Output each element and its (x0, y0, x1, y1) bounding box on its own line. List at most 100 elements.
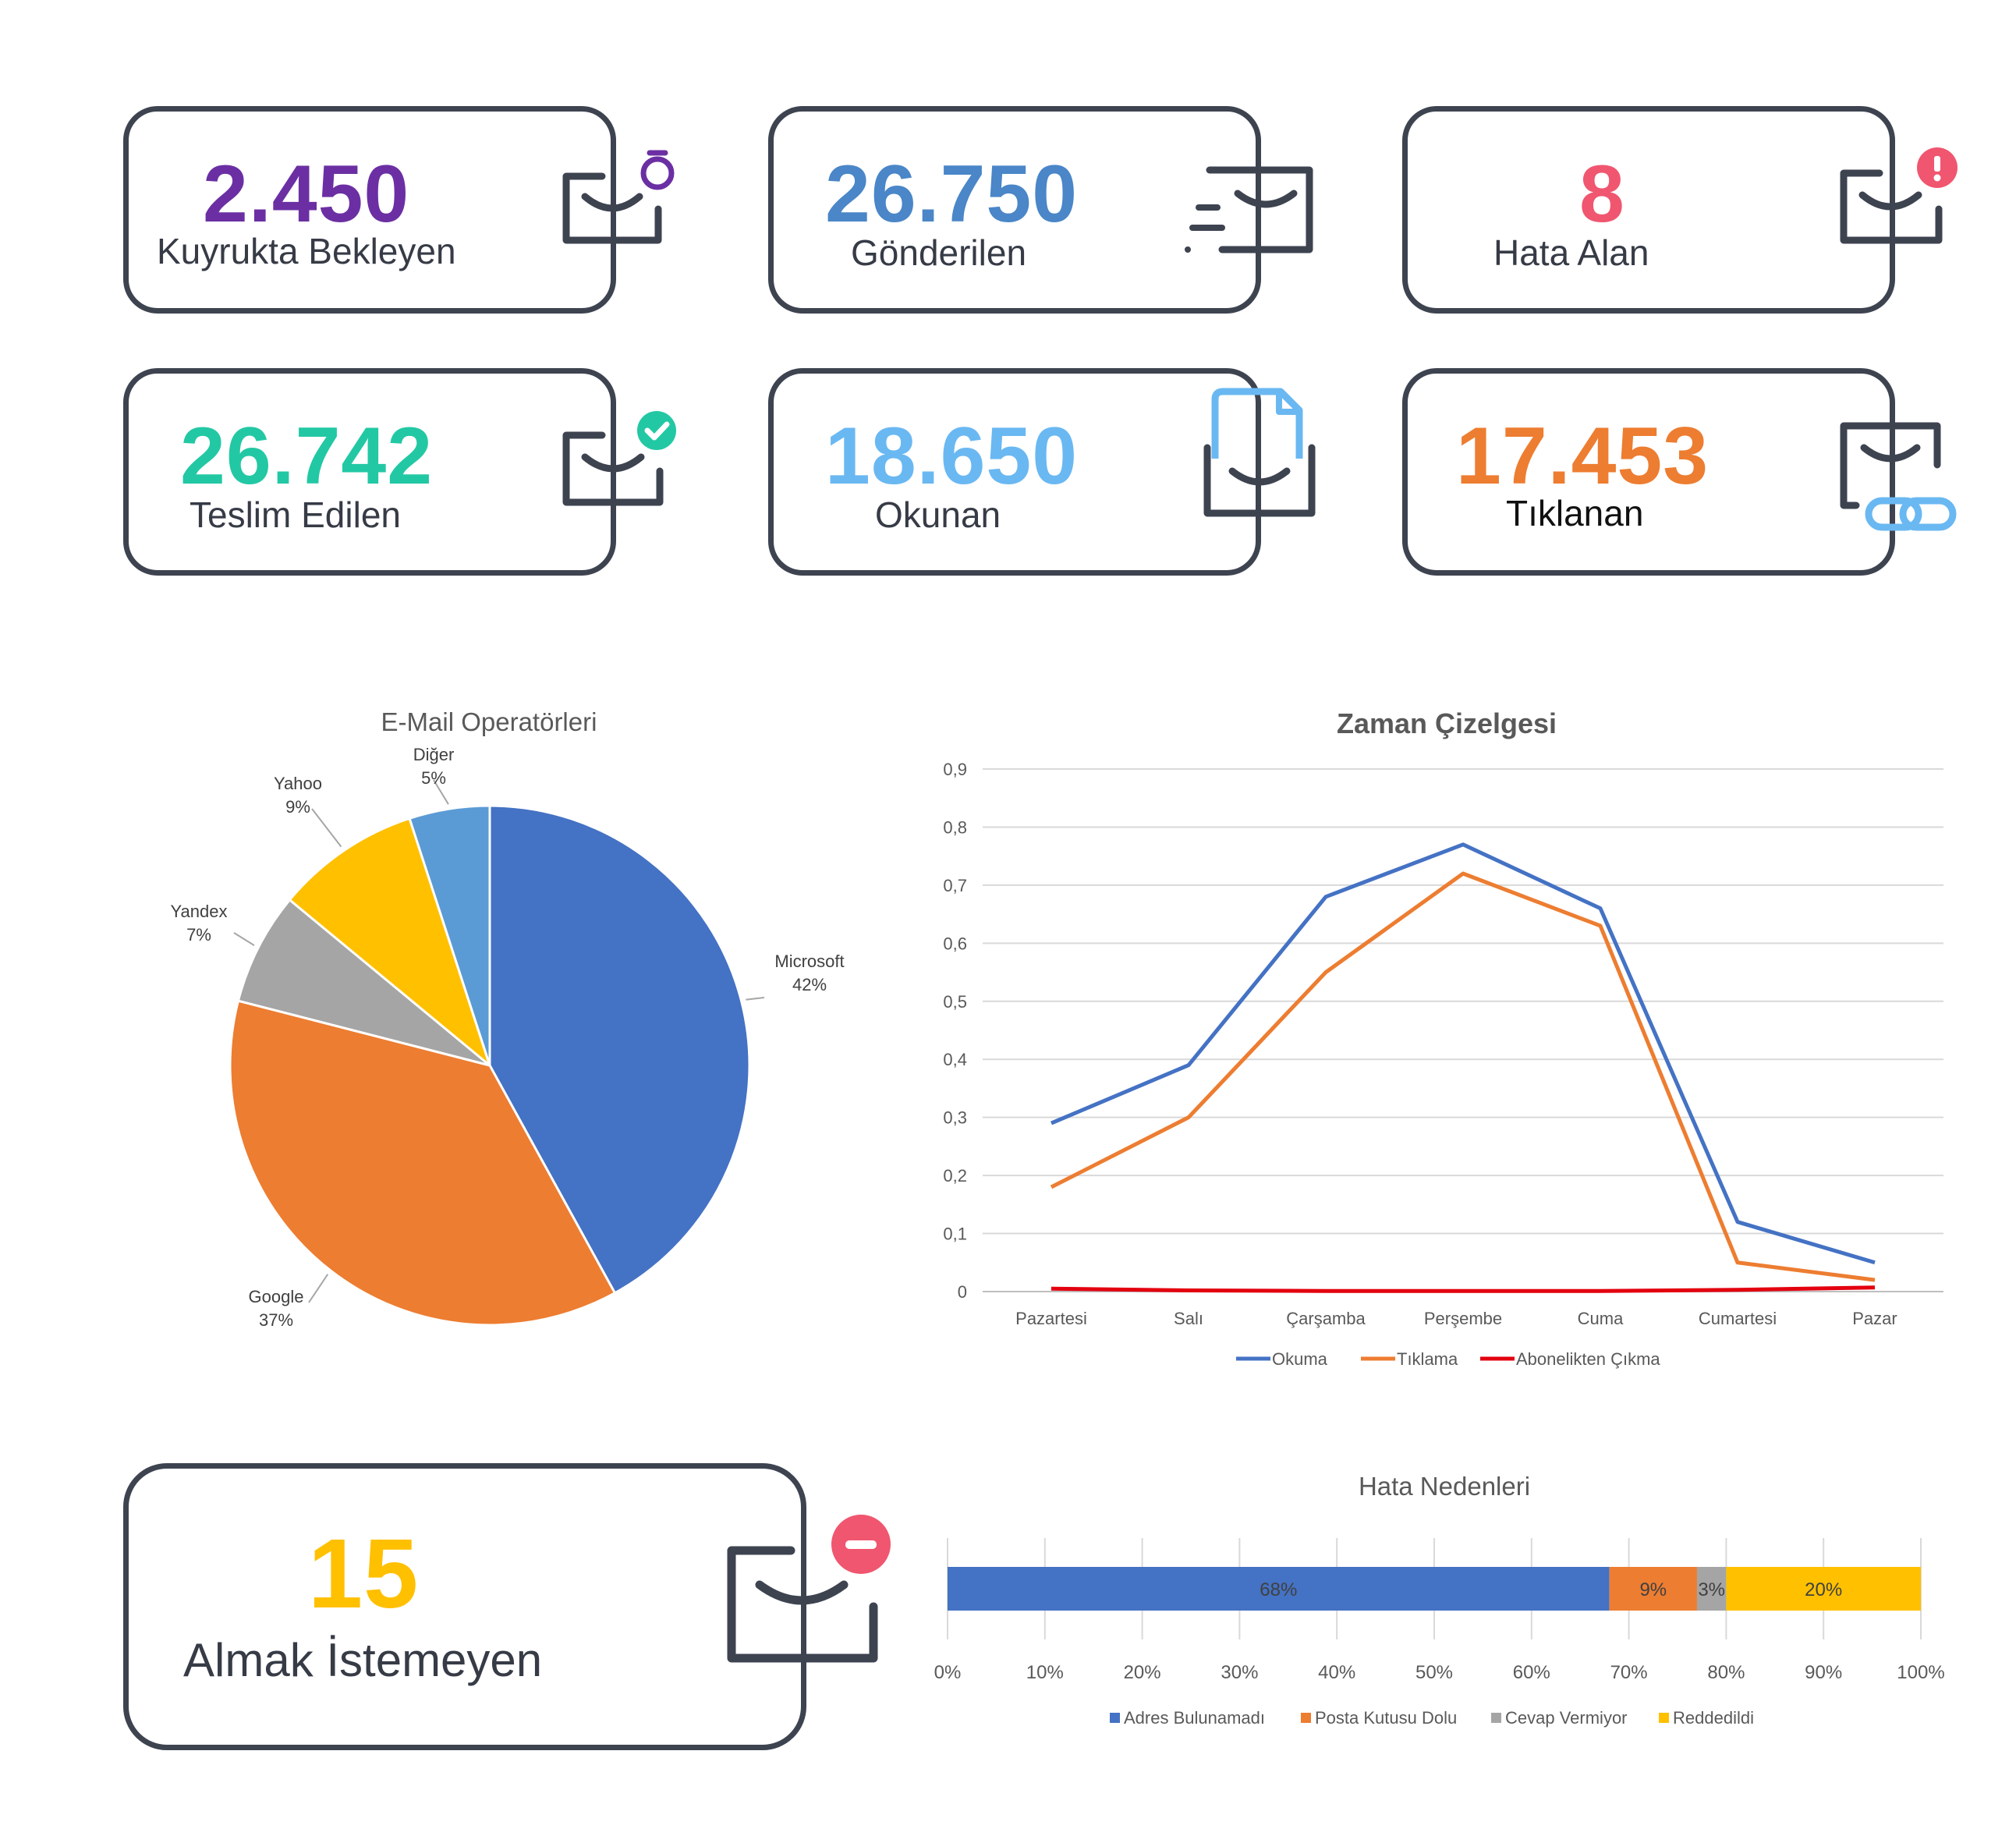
kpi-card-sent: 26.750 Gönderilen (768, 106, 1261, 314)
timeline-line-chart: Zaman Çizelgesi 0 0,1 0,2 0,3 0,4 0,5 0,6 0,7 0,… (943, 707, 1943, 1369)
pie-label: Yahoo (274, 774, 322, 793)
kpi-label: Tıklanan (1506, 493, 1644, 533)
kpi-label: Almak İstemeyen (183, 1634, 543, 1686)
pie-label: Diğer (413, 745, 455, 764)
kpi-value: 17.453 (1456, 411, 1710, 502)
pie-leader-line (433, 779, 449, 805)
x-tick-label: Çarşamba (1286, 1309, 1366, 1328)
pie-leader-line (746, 997, 765, 1001)
kpi-card-delivered: 26.742 Teslim Edilen (123, 368, 616, 576)
kpi-value: 8 (1579, 149, 1625, 239)
envelope-link-icon (1840, 422, 1957, 531)
legend-swatch (1110, 1713, 1120, 1723)
kpi-card-error: 8 Hata Alan (1402, 106, 1895, 314)
pie-slice-diğer (408, 804, 491, 1066)
pie-label: Yandex (171, 902, 228, 921)
x-tick-label: Cumartesi (1699, 1309, 1777, 1328)
legend-swatch (1659, 1713, 1669, 1723)
bar-segment-1 (1609, 1567, 1697, 1611)
y-tick-label: 0,9 (943, 760, 967, 779)
pie-value-label: 37% (259, 1310, 293, 1330)
kpi-label: Okunan (875, 494, 1001, 535)
series-line-2 (1051, 1285, 1876, 1293)
data-label: 3% (1698, 1579, 1725, 1600)
legend-label: Okuma (1272, 1349, 1328, 1369)
bar-segment-3 (1726, 1567, 1921, 1611)
bar-segment-0 (948, 1567, 1610, 1611)
data-label: 68% (1260, 1579, 1297, 1600)
x-tick-label: 40% (1318, 1662, 1355, 1683)
pie-slice-microsoft (488, 804, 751, 1295)
envelope-open-icon (1203, 388, 1316, 517)
envelope-error-icon (1840, 147, 1958, 244)
pie-leader-line (308, 1274, 329, 1303)
pie-leader-line (311, 808, 342, 848)
y-tick-label: 0,8 (943, 817, 967, 837)
x-tick-label: 50% (1415, 1662, 1453, 1683)
envelope-send-icon (1185, 166, 1313, 253)
kpi-value: 26.742 (180, 411, 434, 502)
x-tick-label: 0% (934, 1662, 962, 1683)
legend-swatch (1491, 1713, 1501, 1723)
legend-label: Reddedildi (1673, 1708, 1754, 1728)
legend-swatch (1301, 1713, 1311, 1723)
pie-slice-google (229, 999, 617, 1327)
y-tick-label: 0,2 (943, 1166, 967, 1186)
pie-label: Google (249, 1287, 304, 1306)
kpi-label: Gönderilen (851, 232, 1027, 273)
pie-value-label: 7% (186, 925, 211, 945)
y-tick-label: 0,1 (943, 1225, 967, 1244)
y-tick-label: 0 (958, 1282, 967, 1302)
pie-slice-yahoo (288, 817, 493, 1069)
series-line-1 (1050, 871, 1876, 1282)
x-tick-label: 80% (1707, 1662, 1745, 1683)
y-tick-label: 0,5 (943, 992, 967, 1012)
data-label: 9% (1639, 1579, 1667, 1600)
x-tick-label: 20% (1124, 1662, 1161, 1683)
legend-label: Abonelikten Çıkma (1516, 1349, 1660, 1369)
x-tick-label: Cuma (1578, 1309, 1624, 1328)
kpi-card-queued: 2.450 Kuyrukta Bekleyen (123, 106, 616, 314)
y-tick-label: 0,7 (943, 876, 967, 895)
pie-leader-line (233, 932, 255, 946)
y-tick-label: 0,6 (943, 934, 967, 953)
envelope-minus-icon (727, 1515, 891, 1663)
kpi-value: 15 (308, 1519, 420, 1629)
kpi-card-opened: 18.650 Okunan (768, 368, 1261, 576)
chart-title: Hata Nedenleri (1359, 1472, 1530, 1501)
kpi-card-clicked: 17.453 Tıklanan (1402, 368, 1895, 576)
x-tick-label: Perşembe (1424, 1309, 1502, 1328)
data-label: 20% (1805, 1579, 1842, 1600)
pie-slice-yandex (236, 898, 491, 1067)
kpi-label: Kuyrukta Bekleyen (157, 231, 456, 271)
chart-title: Zaman Çizelgesi (1337, 707, 1557, 739)
legend-label: Cevap Vermiyor (1505, 1708, 1628, 1728)
chart-title: E-Mail Operatörleri (381, 707, 597, 736)
pie-value-label: 42% (792, 975, 827, 994)
operators-pie-chart: E-Mail Operatörleri Microsoft 42% Google 37… (171, 707, 845, 1330)
kpi-value: 26.750 (825, 149, 1079, 239)
pie-value-label: 9% (285, 797, 310, 817)
x-tick-label: 100% (1897, 1662, 1944, 1683)
legend-label: Posta Kutusu Dolu (1315, 1708, 1457, 1728)
kpi-value: 18.650 (825, 411, 1079, 502)
x-tick-label: Pazartesi (1015, 1309, 1087, 1328)
x-tick-label: Pazar (1852, 1309, 1897, 1328)
envelope-check-icon (562, 411, 676, 506)
x-tick-label: 70% (1610, 1662, 1648, 1683)
kpi-label: Teslim Edilen (190, 494, 401, 535)
kpi-label: Hata Alan (1493, 232, 1649, 273)
x-tick-label: 90% (1805, 1662, 1842, 1683)
bar-segment-2 (1696, 1567, 1727, 1611)
error-reasons-bar-chart: Hata Nedenleri 68% 9% 3% 20% 0% 10% 20% 30% 40%… (934, 1472, 1945, 1728)
y-tick-label: 0,3 (943, 1108, 967, 1128)
x-tick-label: Salı (1174, 1309, 1203, 1328)
envelope-timer-icon (562, 150, 675, 244)
y-tick-label: 0,4 (943, 1050, 967, 1069)
pie-value-label: 5% (421, 768, 446, 788)
x-tick-label: 10% (1026, 1662, 1064, 1683)
series-line-0 (1051, 842, 1876, 1265)
legend-label: Adres Bulunamadı (1124, 1708, 1265, 1728)
kpi-card-unsubscribed: 15 Almak İstemeyen (123, 1463, 806, 1750)
x-tick-label: 60% (1513, 1662, 1550, 1683)
